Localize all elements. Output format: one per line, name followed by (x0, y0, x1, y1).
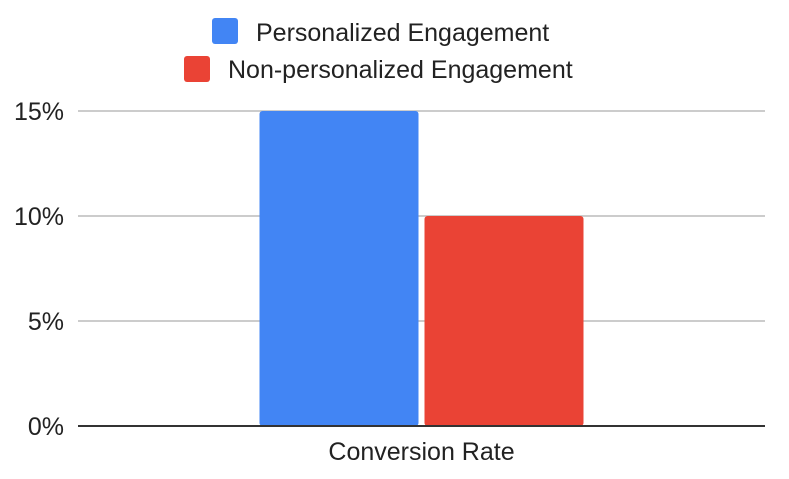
y-tick-label: 15% (14, 98, 64, 126)
gridlines (78, 110, 765, 322)
legend-label-non-personalized: Non-personalized Engagement (228, 56, 573, 84)
legend: Personalized Engagement Non-personalized… (184, 18, 573, 84)
y-axis-tick-labels: 0% 5% 10% 15% (14, 98, 64, 441)
bar-non-personalized (424, 216, 584, 426)
bar-personalized (259, 111, 419, 426)
y-tick-label: 0% (28, 413, 64, 441)
legend-label-personalized: Personalized Engagement (256, 19, 549, 47)
y-tick-label: 5% (28, 308, 64, 336)
x-category-label: Conversion Rate (328, 438, 514, 466)
legend-swatch-non-personalized (184, 56, 210, 82)
bars (259, 111, 584, 426)
y-tick-label: 10% (14, 203, 64, 231)
legend-swatch-personalized (212, 18, 238, 44)
